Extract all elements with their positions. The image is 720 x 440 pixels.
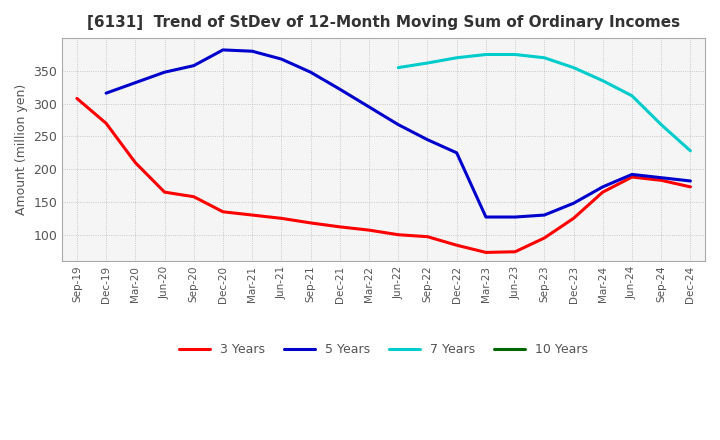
Line: 5 Years: 5 Years xyxy=(106,50,690,217)
Legend: 3 Years, 5 Years, 7 Years, 10 Years: 3 Years, 5 Years, 7 Years, 10 Years xyxy=(174,338,593,362)
5 Years xyxy=(189,63,198,68)
3 Years xyxy=(336,224,344,230)
7 Years xyxy=(423,60,432,66)
5 Years xyxy=(102,91,110,96)
7 Years xyxy=(452,55,461,60)
3 Years xyxy=(394,232,402,237)
5 Years xyxy=(452,150,461,155)
7 Years xyxy=(598,78,607,83)
5 Years xyxy=(277,56,286,62)
5 Years xyxy=(131,80,140,85)
5 Years xyxy=(365,104,374,110)
5 Years xyxy=(598,184,607,190)
7 Years xyxy=(657,122,665,127)
7 Years xyxy=(394,65,402,70)
5 Years xyxy=(423,137,432,142)
5 Years xyxy=(394,122,402,127)
5 Years xyxy=(248,48,256,54)
7 Years xyxy=(686,148,695,154)
7 Years xyxy=(482,52,490,57)
3 Years xyxy=(248,213,256,218)
Line: 3 Years: 3 Years xyxy=(77,99,690,253)
3 Years xyxy=(482,250,490,255)
3 Years xyxy=(131,160,140,165)
3 Years xyxy=(510,249,519,254)
3 Years xyxy=(598,190,607,195)
5 Years xyxy=(306,70,315,75)
5 Years xyxy=(628,172,636,177)
7 Years xyxy=(510,52,519,57)
3 Years xyxy=(161,190,169,195)
3 Years xyxy=(423,234,432,239)
3 Years xyxy=(540,235,549,241)
3 Years xyxy=(628,174,636,180)
3 Years xyxy=(102,121,110,126)
5 Years xyxy=(686,178,695,183)
7 Years xyxy=(540,55,549,60)
5 Years xyxy=(510,214,519,220)
5 Years xyxy=(482,214,490,220)
7 Years xyxy=(570,65,578,70)
3 Years xyxy=(686,184,695,190)
3 Years xyxy=(657,178,665,183)
Line: 7 Years: 7 Years xyxy=(398,55,690,151)
3 Years xyxy=(73,96,81,101)
3 Years xyxy=(452,242,461,248)
5 Years xyxy=(336,87,344,92)
Y-axis label: Amount (million yen): Amount (million yen) xyxy=(15,84,28,215)
5 Years xyxy=(161,70,169,75)
5 Years xyxy=(219,47,228,52)
5 Years xyxy=(570,201,578,206)
3 Years xyxy=(365,227,374,233)
3 Years xyxy=(277,216,286,221)
3 Years xyxy=(306,220,315,226)
3 Years xyxy=(570,216,578,221)
3 Years xyxy=(219,209,228,214)
5 Years xyxy=(540,213,549,218)
5 Years xyxy=(657,175,665,180)
3 Years xyxy=(189,194,198,199)
7 Years xyxy=(628,93,636,99)
Title: [6131]  Trend of StDev of 12-Month Moving Sum of Ordinary Incomes: [6131] Trend of StDev of 12-Month Moving… xyxy=(87,15,680,30)
